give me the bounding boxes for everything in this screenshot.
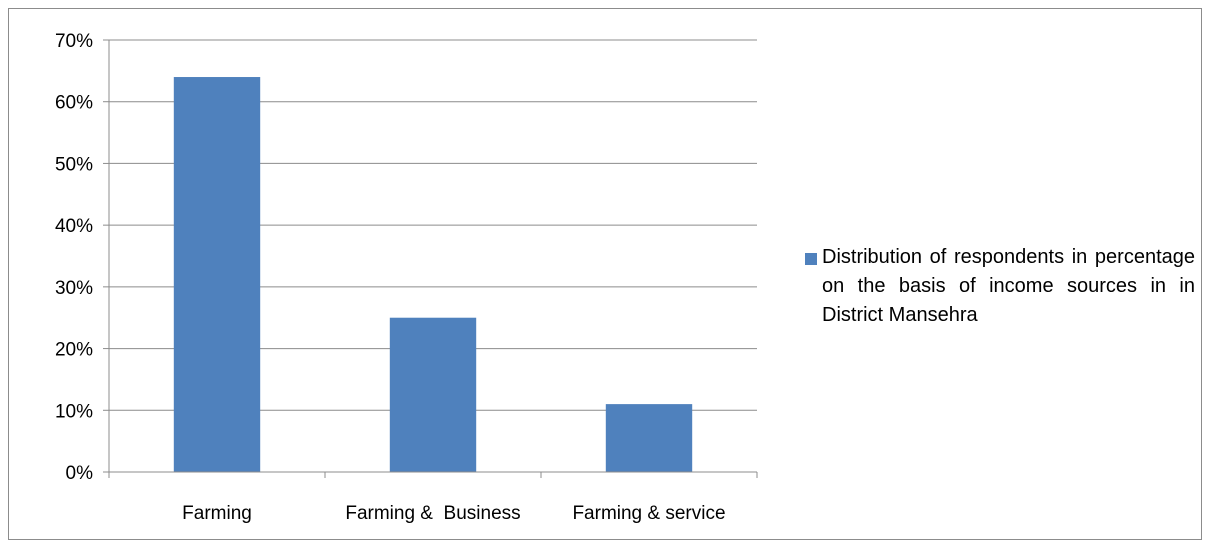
x-tick-label: Farming & service: [572, 503, 725, 524]
y-tick-label: 40%: [55, 216, 93, 237]
y-tick-label: 60%: [55, 93, 93, 114]
legend-swatch: [805, 253, 817, 265]
y-tick-label: 30%: [55, 278, 93, 299]
y-tick-label: 50%: [55, 154, 93, 175]
y-tick-labels: 0% 10% 20% 30% 40% 50% 60% 70%: [55, 31, 93, 484]
legend: Distribution of respondents in percentag…: [805, 243, 1195, 330]
y-tick-label: 70%: [55, 31, 93, 52]
x-tick-label: Farming: [182, 503, 252, 524]
y-tick-label: 20%: [55, 340, 93, 361]
axes: [108, 40, 758, 478]
bar-1: [173, 77, 261, 473]
y-tick-label: 0%: [66, 463, 94, 484]
y-tick-label: 10%: [55, 401, 93, 422]
x-tick-label: Farming & Business: [345, 503, 520, 524]
bars: [173, 77, 693, 473]
chart-frame: 0% 10% 20% 30% 40% 50% 60% 70% Farming Farming &…: [8, 8, 1202, 540]
bar-chart: 0% 10% 20% 30% 40% 50% 60% 70% Farming Farming &…: [55, 31, 758, 524]
legend-label: Distribution of respondents in percentag…: [822, 246, 1195, 326]
bar-3: [605, 404, 693, 472]
x-tick-labels: Farming Farming & Business Farming & servi…: [182, 503, 725, 524]
bar-2: [389, 317, 477, 472]
